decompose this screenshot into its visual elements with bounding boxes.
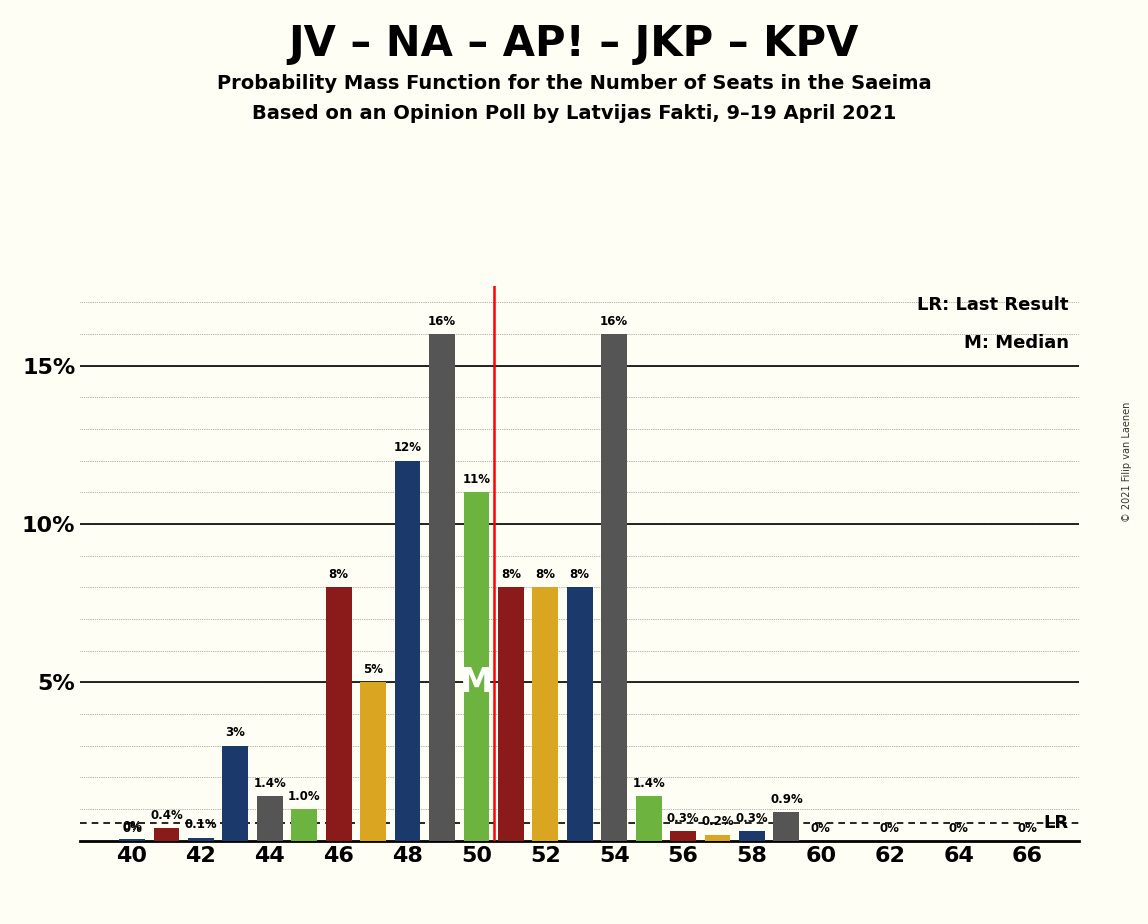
- Text: © 2021 Filip van Laenen: © 2021 Filip van Laenen: [1123, 402, 1132, 522]
- Bar: [567, 588, 592, 841]
- Text: 1.4%: 1.4%: [633, 777, 665, 790]
- Text: 0%: 0%: [879, 821, 900, 834]
- Bar: [670, 832, 696, 841]
- Text: 0.3%: 0.3%: [736, 812, 768, 825]
- Text: 1.4%: 1.4%: [254, 777, 286, 790]
- Bar: [223, 746, 248, 841]
- Text: Based on an Opinion Poll by Latvijas Fakti, 9–19 April 2021: Based on an Opinion Poll by Latvijas Fak…: [251, 104, 897, 124]
- Bar: [705, 834, 730, 841]
- Bar: [464, 492, 489, 841]
- Text: LR: Last Result: LR: Last Result: [917, 296, 1069, 314]
- Text: 0%: 0%: [122, 821, 142, 834]
- Text: 0%: 0%: [1017, 821, 1038, 834]
- Text: 8%: 8%: [569, 568, 590, 581]
- Text: LR: LR: [1044, 814, 1069, 833]
- Text: 3%: 3%: [225, 726, 246, 739]
- Text: 8%: 8%: [501, 568, 521, 581]
- Bar: [498, 588, 523, 841]
- Bar: [636, 796, 661, 841]
- Text: 0%: 0%: [810, 821, 831, 834]
- Text: 12%: 12%: [394, 442, 421, 455]
- Text: 0.3%: 0.3%: [667, 812, 699, 825]
- Text: JV – NA – AP! – JKP – KPV: JV – NA – AP! – JKP – KPV: [289, 23, 859, 65]
- Text: M: M: [460, 666, 492, 699]
- Text: Probability Mass Function for the Number of Seats in the Saeima: Probability Mass Function for the Number…: [217, 74, 931, 93]
- Bar: [774, 812, 799, 841]
- Bar: [188, 838, 214, 841]
- Bar: [119, 839, 145, 841]
- Text: 11%: 11%: [463, 473, 490, 486]
- Text: 1.0%: 1.0%: [288, 790, 320, 803]
- Bar: [533, 588, 558, 841]
- Text: 16%: 16%: [428, 315, 456, 328]
- Bar: [429, 334, 455, 841]
- Bar: [257, 796, 282, 841]
- Text: 0%: 0%: [948, 821, 969, 834]
- Text: M: Median: M: Median: [964, 334, 1069, 352]
- Bar: [739, 832, 765, 841]
- Text: 8%: 8%: [328, 568, 349, 581]
- Bar: [395, 461, 420, 841]
- Text: 0.9%: 0.9%: [770, 793, 802, 806]
- Bar: [602, 334, 627, 841]
- Text: 0%: 0%: [122, 820, 142, 833]
- Bar: [154, 828, 179, 841]
- Text: 5%: 5%: [363, 663, 383, 676]
- Bar: [292, 809, 317, 841]
- Text: 0.1%: 0.1%: [185, 819, 217, 832]
- Text: 16%: 16%: [600, 315, 628, 328]
- Bar: [326, 588, 351, 841]
- Bar: [360, 683, 386, 841]
- Text: 0.4%: 0.4%: [150, 808, 183, 821]
- Text: 8%: 8%: [535, 568, 556, 581]
- Text: 0.2%: 0.2%: [701, 815, 734, 828]
